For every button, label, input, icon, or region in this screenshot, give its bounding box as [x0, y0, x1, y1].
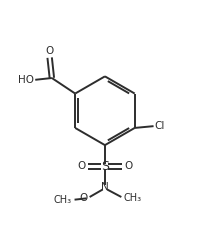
Text: S: S	[100, 160, 108, 173]
Text: N: N	[101, 182, 108, 192]
Text: CH₃: CH₃	[54, 195, 72, 205]
Text: O: O	[77, 161, 85, 171]
Text: O: O	[45, 46, 54, 56]
Text: HO: HO	[18, 75, 34, 85]
Text: CH₃: CH₃	[123, 193, 141, 203]
Text: O: O	[123, 161, 132, 171]
Text: O: O	[79, 193, 87, 203]
Text: Cl: Cl	[154, 121, 164, 131]
